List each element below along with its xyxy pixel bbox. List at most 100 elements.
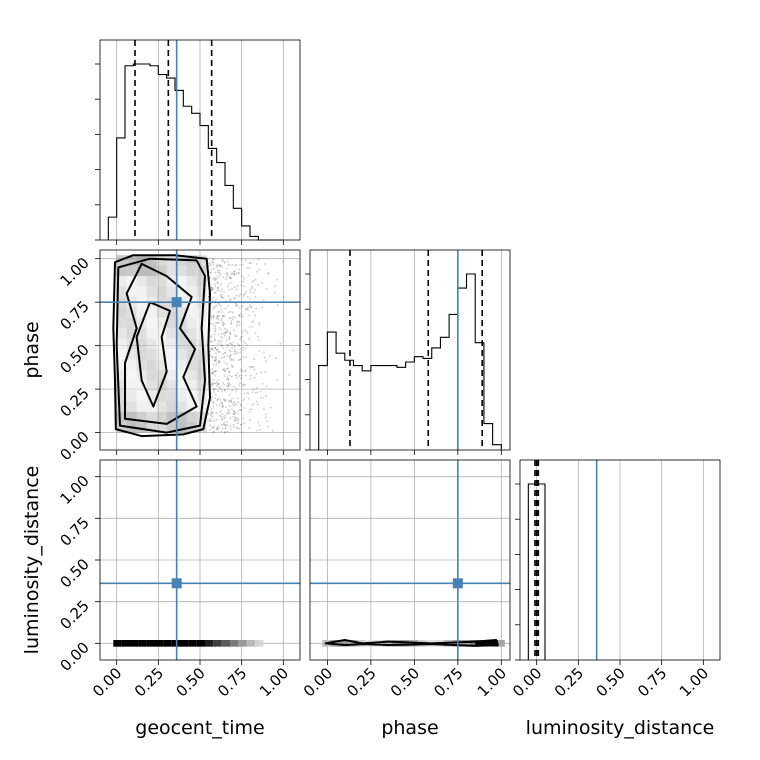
density-cell: [166, 390, 177, 402]
grid-lines: [310, 460, 510, 660]
sample-point: [207, 419, 210, 422]
sample-point: [238, 384, 241, 387]
density-cell: [126, 265, 137, 277]
sample-point: [229, 331, 232, 334]
density-cell: [186, 307, 197, 318]
sample-point: [246, 392, 249, 394]
sample-point: [251, 403, 254, 406]
sample-point: [231, 408, 234, 411]
sample-point: [212, 426, 215, 429]
sample-point: [237, 412, 239, 415]
density-cell: [196, 422, 207, 433]
sample-point: [300, 401, 302, 403]
sample-point: [233, 273, 236, 276]
sample-point: [212, 316, 215, 319]
density-cell: [166, 265, 177, 277]
sample-point: [256, 391, 259, 394]
density-cell: [166, 286, 177, 297]
density-cell: [136, 401, 147, 412]
sample-point: [227, 384, 230, 387]
sample-point: [223, 334, 226, 337]
density-cell: [166, 328, 177, 339]
sample-point: [220, 293, 223, 296]
sample-point: [244, 369, 247, 372]
sample-point: [224, 424, 227, 427]
sample-point: [212, 287, 215, 290]
sample-point: [246, 344, 248, 347]
axes-frame: [309, 459, 511, 661]
density-cell: [130, 640, 139, 647]
y-tick-label: 0.50: [56, 555, 92, 591]
sample-point: [239, 408, 242, 411]
sample-point: [210, 317, 213, 320]
sample-point: [242, 280, 244, 283]
sample-point: [215, 322, 217, 324]
contour-dense-region: [475, 640, 498, 647]
sample-point: [242, 384, 244, 387]
sample-point: [248, 366, 251, 368]
sample-point: [221, 314, 224, 317]
sample-point: [217, 288, 220, 291]
sample-point: [217, 275, 220, 278]
sample-point: [210, 408, 213, 410]
sample-point: [255, 263, 258, 265]
density-cell: [156, 411, 167, 423]
sample-point: [252, 279, 255, 282]
sample-point: [220, 308, 223, 310]
sample-point: [213, 389, 215, 391]
sample-point: [242, 293, 245, 296]
sample-point: [248, 427, 251, 430]
sample-point: [250, 305, 253, 308]
sample-point: [236, 427, 239, 430]
sample-point: [227, 367, 229, 370]
density-cell: [188, 640, 197, 647]
sample-point: [249, 291, 252, 294]
sample-point: [210, 288, 213, 290]
sample-point: [222, 423, 225, 426]
sample-point: [235, 374, 238, 377]
sample-point: [231, 311, 234, 314]
sample-point: [209, 417, 212, 420]
sample-point: [230, 400, 232, 403]
sample-point: [220, 295, 223, 298]
density-cell: [113, 640, 122, 647]
sample-point: [218, 271, 221, 274]
sample-point: [247, 306, 249, 309]
sample-point: [214, 370, 217, 372]
sample-point: [218, 264, 221, 267]
sample-point: [238, 268, 240, 271]
sample-point: [223, 421, 226, 424]
sample-point: [233, 353, 236, 355]
sample-point: [248, 297, 251, 300]
density-cell: [156, 328, 167, 339]
sample-point: [263, 356, 266, 359]
density-cell: [166, 422, 177, 433]
sample-point: [212, 425, 215, 428]
density-cell: [383, 640, 392, 647]
sample-point: [253, 368, 256, 371]
sample-point: [245, 266, 248, 269]
sample-point: [229, 276, 231, 279]
sample-point: [240, 370, 243, 372]
sample-point: [232, 404, 235, 407]
sample-point: [228, 349, 231, 351]
density-cell: [146, 370, 157, 381]
sample-point: [228, 335, 231, 338]
density-cell: [121, 640, 130, 647]
sample-point: [249, 288, 252, 291]
density-cell: [246, 640, 255, 647]
sample-point: [255, 307, 258, 310]
sample-point: [276, 278, 278, 281]
sample-point: [228, 264, 231, 267]
sample-point: [231, 272, 234, 275]
density-cell: [348, 640, 357, 647]
sample-point: [218, 386, 221, 389]
sample-point: [217, 360, 220, 362]
sample-point: [239, 403, 242, 406]
sample-point: [224, 369, 227, 372]
sample-point: [252, 320, 255, 323]
density-cell: [146, 640, 155, 647]
sample-point: [214, 346, 217, 349]
density-cell: [196, 286, 207, 297]
sample-point: [259, 396, 262, 399]
